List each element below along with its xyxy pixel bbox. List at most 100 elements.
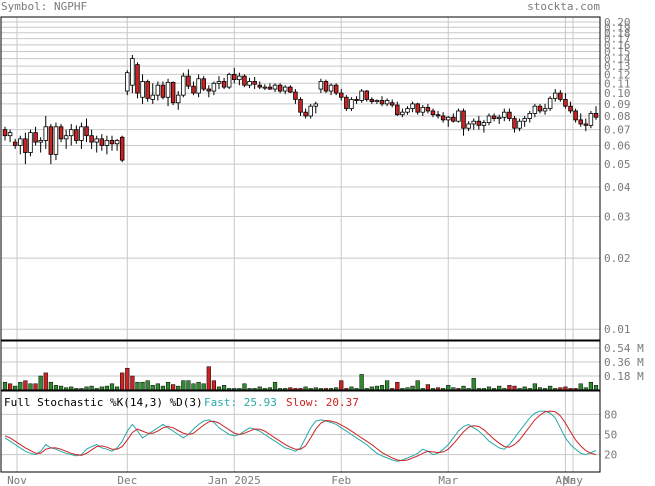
candle-body bbox=[435, 114, 441, 117]
candle-body bbox=[461, 110, 466, 129]
candle-body bbox=[74, 129, 79, 141]
candle-body bbox=[491, 115, 497, 119]
candle-body bbox=[252, 81, 257, 85]
candle-body bbox=[89, 135, 94, 143]
volume-bar bbox=[206, 366, 211, 391]
candle-body bbox=[308, 105, 313, 117]
volume-bar bbox=[135, 381, 140, 391]
volume-bar bbox=[221, 385, 227, 391]
volume-panel bbox=[2, 366, 599, 391]
candle-body bbox=[257, 84, 262, 88]
volume-bar bbox=[28, 383, 33, 391]
x-axis-label: Feb bbox=[331, 474, 351, 486]
candle-body bbox=[496, 116, 502, 119]
price-axis-label: 0.03 bbox=[604, 211, 631, 224]
candle-body bbox=[502, 111, 507, 118]
candle-body bbox=[12, 141, 18, 146]
volume-bar bbox=[155, 383, 160, 391]
candle-body bbox=[558, 92, 563, 100]
volume-bar bbox=[548, 385, 553, 391]
price-axis-label: 0.05 bbox=[604, 158, 631, 171]
volume-bar bbox=[339, 380, 344, 391]
volume-bar bbox=[130, 375, 135, 391]
volume-bar bbox=[38, 375, 43, 391]
candle-body bbox=[568, 105, 573, 112]
candle-body bbox=[175, 94, 181, 104]
candle-body bbox=[125, 72, 130, 92]
candle-body bbox=[527, 113, 533, 119]
candle-body bbox=[588, 113, 594, 126]
candle-body bbox=[354, 99, 359, 101]
candle-body bbox=[211, 82, 217, 92]
candle-body bbox=[333, 84, 339, 94]
candle-body bbox=[583, 123, 589, 126]
candle-body bbox=[522, 118, 527, 122]
candle-body bbox=[451, 116, 456, 122]
volume-axis-label: 0.18 M bbox=[604, 370, 644, 383]
volume-bar bbox=[125, 367, 130, 391]
candle-body bbox=[48, 126, 54, 155]
candle-body bbox=[415, 103, 420, 113]
candle-body bbox=[53, 126, 59, 155]
price-axis-label: 0.13 bbox=[604, 60, 631, 73]
candle-body bbox=[318, 81, 324, 90]
price-axis-label: 0.11 bbox=[604, 77, 631, 90]
volume-bar bbox=[140, 381, 145, 391]
candle-body bbox=[466, 123, 471, 129]
candle-body bbox=[430, 110, 436, 116]
candle-body bbox=[104, 140, 110, 146]
candle-body bbox=[135, 64, 140, 94]
candle-body bbox=[517, 120, 522, 129]
candle-body bbox=[186, 75, 191, 87]
price-axis-label: 0.06 bbox=[604, 139, 631, 152]
volume-bar bbox=[532, 383, 537, 391]
volume-bar bbox=[120, 372, 125, 391]
stochastic-axis-label: 20 bbox=[604, 449, 617, 462]
candle-body bbox=[63, 135, 69, 140]
price-axis-label: 0.12 bbox=[604, 68, 631, 81]
candle-body bbox=[201, 78, 206, 90]
stochastic-fast-line bbox=[4, 410, 597, 462]
candle-body bbox=[379, 100, 385, 105]
candle-body bbox=[344, 96, 349, 109]
volume-bar bbox=[461, 385, 466, 391]
candle-body bbox=[181, 75, 186, 96]
volume-bar bbox=[512, 385, 517, 391]
candle-body bbox=[33, 132, 38, 143]
price-panel bbox=[2, 54, 599, 165]
candle-body bbox=[425, 106, 431, 112]
axis-labels: 0.200.190.180.170.160.150.140.130.120.11… bbox=[7, 16, 644, 486]
volume-bar bbox=[272, 381, 278, 391]
volume-bar bbox=[181, 380, 186, 391]
volume-bar bbox=[196, 381, 201, 391]
candle-body bbox=[446, 116, 451, 121]
candle-body bbox=[58, 126, 64, 140]
price-axis-label: 0.15 bbox=[604, 46, 631, 59]
candle-body bbox=[328, 84, 334, 92]
symbol-label: Symbol: NGPHF bbox=[1, 0, 88, 13]
volume-axis-label: 0.36 M bbox=[604, 356, 644, 369]
price-axis-label: 0.09 bbox=[604, 98, 631, 111]
price-grid bbox=[1, 17, 600, 472]
price-axis-label: 0.18 bbox=[604, 27, 631, 40]
candle-body bbox=[84, 126, 89, 137]
candle-body bbox=[43, 126, 49, 141]
candle-body bbox=[369, 99, 375, 103]
candle-body bbox=[339, 92, 344, 98]
candle-body bbox=[109, 140, 115, 145]
volume-bar bbox=[507, 385, 512, 391]
candle-body bbox=[237, 75, 242, 81]
candle-body bbox=[196, 78, 201, 94]
candle-body bbox=[160, 84, 166, 98]
candle-body bbox=[165, 81, 171, 98]
candle-body bbox=[272, 84, 278, 90]
price-axis-label: 0.01 bbox=[604, 323, 631, 336]
candle-body bbox=[420, 106, 426, 113]
price-axis-label: 0.02 bbox=[604, 252, 631, 265]
candle-body bbox=[94, 138, 99, 143]
volume-bar bbox=[471, 378, 476, 391]
candle-body bbox=[486, 115, 492, 123]
candle-body bbox=[221, 81, 227, 88]
panel-border bbox=[0, 16, 601, 341]
price-axis-label: 0.16 bbox=[604, 39, 631, 52]
